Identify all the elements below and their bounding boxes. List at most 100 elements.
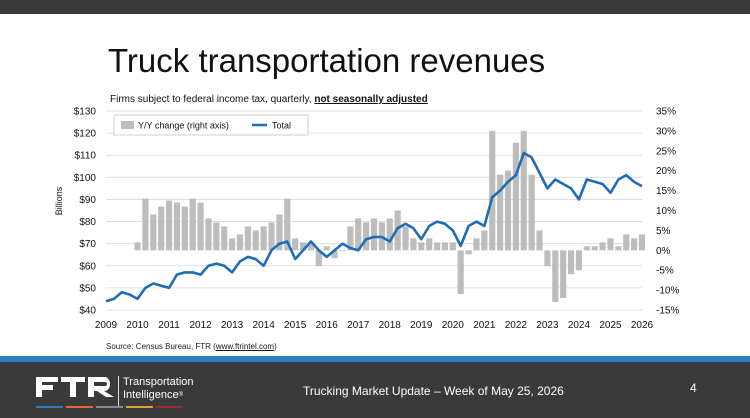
right-tick-label: -10% [656, 286, 679, 297]
yoy-bar [252, 230, 259, 251]
yoy-bar [599, 242, 606, 251]
left-axis-labels: $40 $50 $60 $70 $80 $90 $100 $110 $120 $130 [74, 107, 97, 317]
yoy-bar [355, 218, 362, 251]
right-tick-label: 5% [656, 226, 671, 237]
yoy-bar [520, 130, 527, 251]
legend-bar-label: Y/Y change (right axis) [138, 121, 229, 131]
x-tick-label: 2025 [599, 320, 622, 331]
left-tick-label: $130 [74, 107, 97, 118]
legend-box [113, 114, 309, 136]
right-tick-label: 20% [656, 166, 676, 177]
yoy-bar [205, 218, 212, 251]
x-tick-label: 2022 [505, 320, 528, 331]
yoy-bar [150, 214, 157, 251]
yoy-bar [339, 250, 346, 252]
yoy-bar [465, 250, 472, 255]
footer-title: Trucking Market Update – Week of May 25,… [303, 384, 564, 398]
yoy-bars [134, 130, 646, 303]
yoy-bar [268, 222, 275, 251]
yoy-bar [489, 130, 496, 251]
yoy-bar [560, 250, 567, 299]
yoy-bar [449, 242, 456, 251]
x-tick-label: 2017 [347, 320, 370, 331]
yoy-bar [165, 200, 173, 251]
left-tick-label: $110 [74, 151, 96, 162]
left-tick-label: $80 [79, 217, 96, 228]
legend-line-label: Total [272, 121, 291, 131]
yoy-bar [363, 222, 370, 251]
yoy-bar [631, 238, 638, 251]
source-note: Source: Census Bureau, FTR (www.ftrintel… [106, 342, 277, 351]
subtitle-text: Firms subject to federal income tax, qua… [110, 94, 315, 105]
right-tick-label: 35% [656, 107, 676, 118]
right-axis-labels: -15% -10% -5% 0% 5% 10% 15% 20% 25% 30% 35% [656, 107, 679, 317]
yoy-bar [638, 234, 646, 251]
yoy-bar [528, 174, 535, 251]
yoy-bar [433, 242, 441, 251]
yoy-bar [441, 242, 449, 251]
yoy-bar [292, 238, 299, 251]
yoy-bar [221, 226, 228, 251]
yoy-bar [189, 198, 196, 251]
yoy-bar [410, 238, 417, 251]
yoy-bar [481, 230, 488, 251]
left-tick-label: $120 [74, 129, 97, 140]
tagline-line1: Transportation [123, 376, 194, 388]
x-tick-label: 2024 [568, 320, 591, 331]
yoy-bar [504, 170, 512, 251]
x-tick-label: 2023 [536, 320, 559, 331]
yoy-bar [315, 250, 322, 267]
right-tick-label: 30% [656, 126, 676, 137]
source-link[interactable]: www.ftrintel.com [215, 342, 275, 351]
yoy-bar [236, 234, 244, 251]
x-tick-label: 2016 [316, 320, 339, 331]
right-tick-label: 15% [656, 186, 676, 197]
brand-stripe [156, 406, 183, 408]
yoy-bar [181, 206, 188, 251]
ftr-logo [36, 377, 114, 397]
x-tick-label: 2020 [442, 320, 465, 331]
yoy-bar [473, 238, 480, 251]
legend-bar-swatch [121, 121, 134, 129]
x-tick-label: 2014 [253, 320, 276, 331]
yoy-bar [552, 250, 559, 303]
source-suffix: ) [274, 342, 277, 351]
x-tick-label: 2015 [284, 320, 307, 331]
left-tick-label: $70 [79, 239, 96, 250]
yoy-bar [197, 202, 204, 251]
yoy-bar [583, 246, 590, 251]
yoy-bar [536, 230, 543, 251]
brand-stripe [126, 406, 153, 408]
yoy-bar [284, 198, 291, 251]
yoy-bar [607, 238, 614, 251]
footer-bar [0, 362, 750, 418]
yoy-bar [173, 202, 181, 251]
right-tick-label: -15% [656, 306, 679, 317]
yoy-bar [575, 250, 583, 271]
brand-stripe [96, 406, 123, 408]
registered-mark: ® [178, 392, 184, 398]
yoy-bar [402, 226, 409, 251]
right-tick-label: 25% [656, 146, 676, 157]
x-tick-label: 2009 [95, 320, 118, 331]
revenue-chart: $40$50$60$70$80$90$100$110$120$130 -15%-… [54, 107, 679, 332]
yoy-bar [229, 238, 236, 251]
brand-stripes [36, 406, 186, 408]
accent-bar [0, 356, 750, 362]
yoy-bar [497, 174, 504, 251]
total-series-line [105, 151, 643, 303]
x-tick-label: 2018 [379, 320, 402, 331]
chart-subtitle: Firms subject to federal income tax, qua… [110, 94, 428, 105]
yoy-bar [299, 242, 307, 251]
chart-legend: Y/Y change (right axis) Total [113, 114, 309, 136]
source-text: Source: Census Bureau, FTR ( [106, 342, 216, 351]
yoy-bar [323, 246, 330, 251]
right-tick-label: -5% [656, 266, 674, 277]
x-axis-labels: 2009 2010 2011 2012 2013 2014 2015 2016 2017 2018… [95, 320, 654, 331]
slide-title: Truck transportation revenues [108, 42, 546, 79]
yoy-bar [307, 242, 315, 251]
right-tick-label: 10% [656, 206, 676, 217]
yoy-bar [370, 218, 378, 251]
x-tick-label: 2012 [189, 320, 212, 331]
subtitle-emphasis: not seasonally adjusted [314, 94, 428, 105]
